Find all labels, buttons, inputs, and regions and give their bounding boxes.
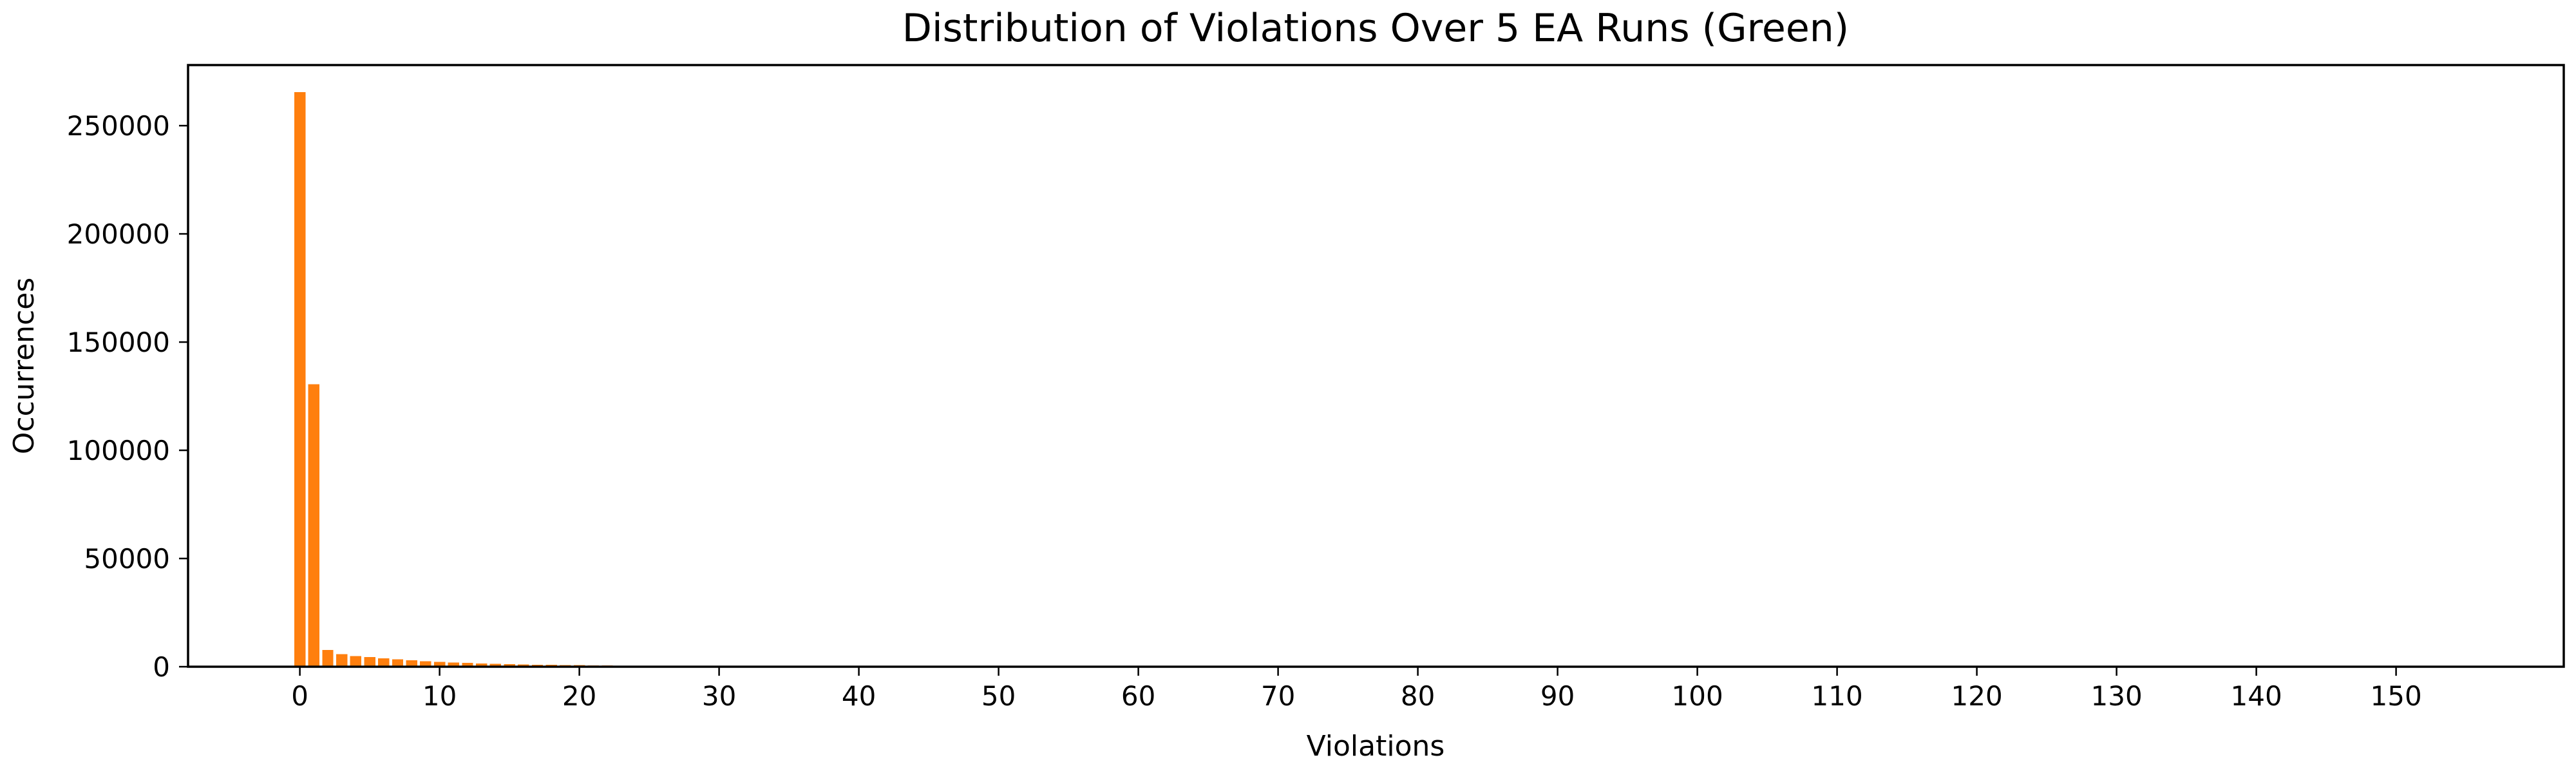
- plot-frame: [187, 64, 2565, 668]
- bar-7: [392, 659, 404, 667]
- bar-10: [433, 662, 446, 667]
- x-tick-label: 110: [1812, 680, 1863, 712]
- bar-4: [350, 656, 362, 667]
- bar-12: [462, 663, 473, 667]
- x-tick-label: 100: [1672, 680, 1723, 712]
- bar-6: [378, 658, 390, 667]
- bar-15: [504, 663, 515, 667]
- x-axis-label: Violations: [1307, 730, 1445, 763]
- x-tick-label: 50: [981, 680, 1016, 712]
- x-tick-label: 80: [1401, 680, 1435, 712]
- x-tick-label: 70: [1261, 680, 1295, 712]
- bar-8: [406, 660, 417, 667]
- y-tick-label: 150000: [67, 327, 170, 358]
- x-tick-label: 90: [1540, 680, 1575, 712]
- x-axis-ticks: 0 10 20 30 40 50 60 70 80 90 100 110 120 130 140 150: [291, 667, 2422, 712]
- y-tick-label: 0: [153, 651, 170, 683]
- x-tick-label: 20: [562, 680, 596, 712]
- x-tick-label: 130: [2091, 680, 2143, 712]
- bar-11: [448, 662, 459, 667]
- y-tick-label: 200000: [67, 218, 170, 250]
- bar-3: [336, 654, 348, 667]
- x-tick-label: 60: [1121, 680, 1155, 712]
- y-tick-label: 250000: [67, 110, 170, 142]
- bar-14: [489, 663, 502, 667]
- chart-title: Distribution of Violations Over 5 EA Run…: [902, 6, 1849, 51]
- x-tick-label: 140: [2231, 680, 2282, 712]
- y-tick-label: 50000: [84, 543, 170, 575]
- bars: [294, 92, 1074, 667]
- bar-16: [518, 664, 529, 667]
- x-tick-label: 0: [291, 680, 308, 712]
- bar-13: [476, 663, 488, 667]
- bar-2: [322, 649, 334, 667]
- x-tick-label: 120: [1951, 680, 2003, 712]
- bar-1: [308, 384, 319, 667]
- bar-9: [420, 661, 431, 667]
- x-tick-label: 30: [702, 680, 736, 712]
- x-tick-label: 40: [842, 680, 876, 712]
- y-axis-ticks: 0 50000 100000 150000 200000 250000: [67, 110, 188, 683]
- y-tick-label: 100000: [67, 435, 170, 466]
- bar-5: [364, 657, 375, 667]
- y-axis-label: Occurrences: [8, 278, 41, 454]
- bar-0: [294, 92, 306, 667]
- x-tick-label: 10: [422, 680, 457, 712]
- x-tick-label: 150: [2371, 680, 2422, 712]
